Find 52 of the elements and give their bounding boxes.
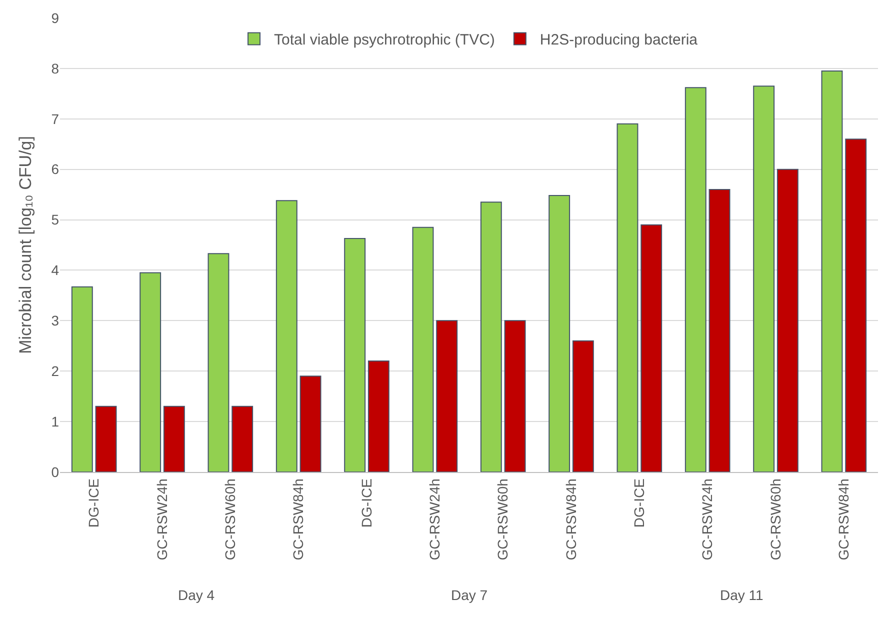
bar [436,320,458,472]
x-tick-label: GC-RSW60h [767,478,784,560]
bar [845,138,867,472]
y-tick-label: 5 [51,212,60,228]
y-tick-label: 2 [51,363,60,380]
bar [684,87,706,472]
bar [776,168,798,472]
bar [504,320,526,472]
bar [300,376,322,472]
y-tick-label: 3 [51,312,60,329]
text: Day 4 [178,587,215,603]
legend-label: Total viable psychrotrophic (TVC) [274,32,495,49]
y-tick-label: 8 [51,60,60,76]
x-tick-label: GC-RSW84h [562,478,579,560]
text: Day 11 [720,587,764,603]
bar [71,286,93,472]
x-tick-label: DG-ICE [630,478,647,528]
bar [640,224,662,472]
bar [412,226,434,472]
y-tick-label: 6 [51,161,60,178]
x-tick-label: GC-RSW24h [699,478,716,560]
text: Day 7 [451,587,488,603]
y-axis-title: Microbial count [log₁₀ CFU/g] [16,136,35,354]
bar [140,272,162,472]
x-tick-label: DG-ICE [86,478,102,528]
bar [548,195,570,472]
y-tick-label: 1 [51,413,60,430]
x-tick-label: GC-RSW84h [835,478,852,560]
x-tick-label: GC-RSW60h [494,478,511,560]
bar [753,86,775,472]
bar [208,253,230,472]
y-tick-label: 4 [51,262,60,278]
bar [821,70,843,472]
y-tick-label: 7 [51,110,60,127]
x-tick-label: DG-ICE [358,478,374,528]
bar [344,238,366,472]
bar [232,406,254,472]
x-tick-label: GC-RSW84h [290,478,306,560]
bar [368,360,390,472]
bar [708,189,730,472]
bar [572,340,594,472]
bar [480,202,502,472]
x-tick-label: GC-RSW60h [222,478,238,560]
x-tick-label: GC-RSW24h [426,478,442,560]
bar [616,123,638,472]
bar [163,406,185,472]
y-tick-label: 9 [51,10,60,26]
x-tick-label: GC-RSW24h [154,478,170,560]
bar [95,406,117,472]
y-tick-label: 0 [51,464,60,480]
bar [276,200,298,472]
legend-label: H2S-producing bacteria [540,32,698,49]
